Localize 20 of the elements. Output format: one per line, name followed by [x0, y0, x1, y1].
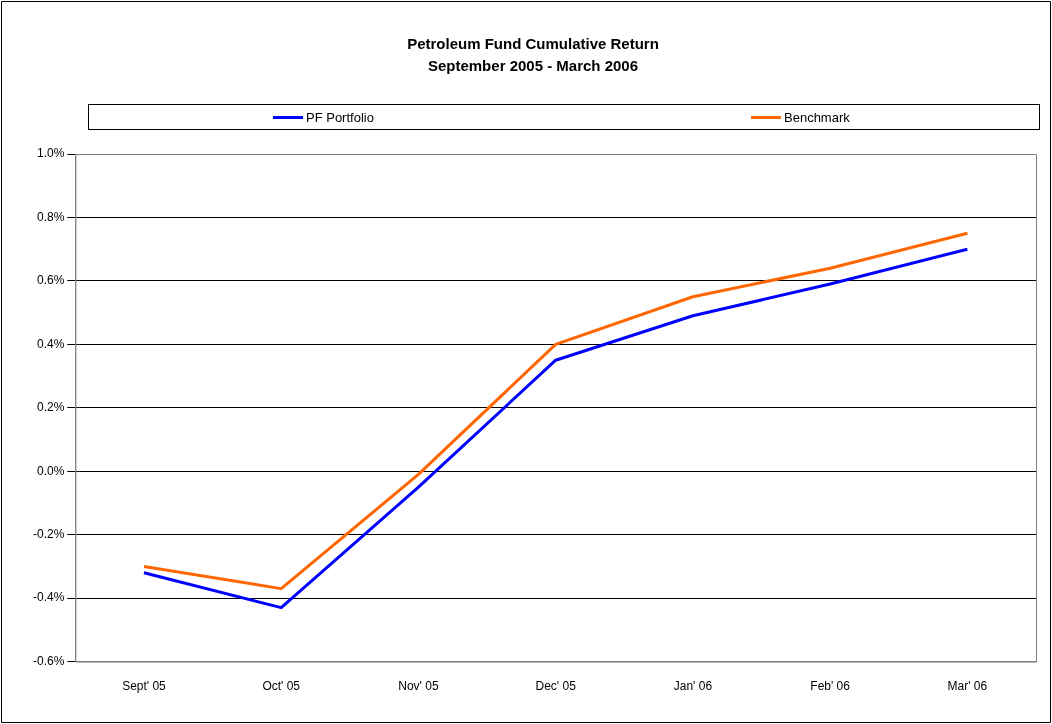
chart-title: Petroleum Fund Cumulative Return [407, 35, 659, 53]
y-tick-label: 1.0% [36, 146, 65, 161]
y-tick-label: 0.4% [36, 336, 65, 351]
y-tick-label: -0.2% [32, 527, 65, 542]
legend-label: PF Portfolio [306, 109, 374, 125]
x-tick-label: Mar' 06 [947, 679, 988, 694]
x-tick-label: Dec' 05 [535, 679, 577, 694]
x-tick-label: Jan' 06 [673, 679, 713, 694]
x-tick-label: Sept' 05 [122, 679, 167, 694]
y-tick-label: 0.6% [36, 273, 65, 288]
y-tick-label: -0.4% [32, 590, 65, 605]
legend-label: Benchmark [784, 109, 850, 125]
y-tick-label: 0.0% [36, 463, 65, 478]
y-tick-label: 0.8% [36, 209, 65, 224]
chart-subtitle: September 2005 - March 2006 [427, 57, 639, 75]
y-tick-label: 0.2% [36, 400, 65, 415]
x-tick-label: Nov' 05 [398, 679, 439, 694]
x-tick-label: Oct' 05 [262, 679, 301, 694]
y-tick-label: -0.6% [32, 653, 65, 668]
x-tick-label: Feb' 06 [810, 679, 851, 694]
